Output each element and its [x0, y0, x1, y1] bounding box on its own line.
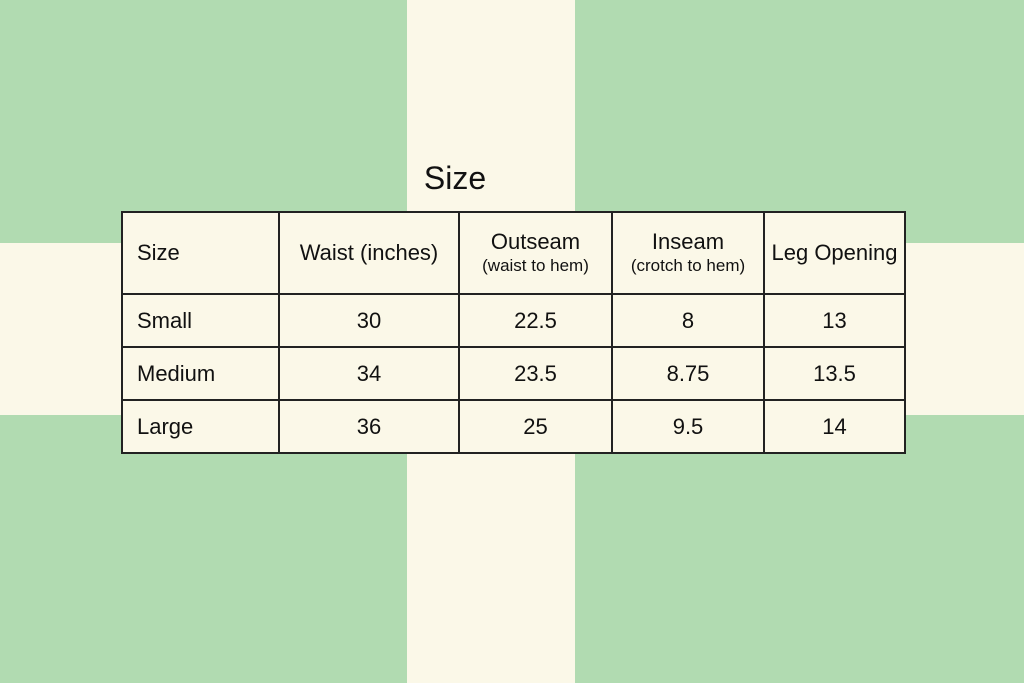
header-cell: Size [121, 211, 280, 295]
row-label: Large [121, 399, 280, 454]
table-cell: 13.5 [763, 346, 906, 401]
row-label: Small [121, 293, 280, 348]
header-cell: Leg Opening [763, 211, 906, 295]
header-label: Leg Opening [771, 239, 898, 265]
row-label: Medium [121, 346, 280, 401]
table-cell: 8 [611, 293, 765, 348]
header-note: (waist to hem) [482, 256, 589, 276]
table-row: Small 30 22.5 8 13 [121, 293, 906, 348]
table-cell: 30 [278, 293, 460, 348]
title: Size [423, 160, 487, 196]
header-row: Size Waist (inches) Outseam (waist to hem) I… [121, 211, 906, 295]
table-row: Large 36 25 9.5 14 [121, 399, 906, 454]
header-cell: Inseam (crotch to hem) [611, 211, 765, 295]
table-cell: 9.5 [611, 399, 765, 454]
header-label: Inseam [651, 229, 725, 255]
table-cell: 22.5 [458, 293, 613, 348]
table-cell: 34 [278, 346, 460, 401]
header-cell: Outseam (waist to hem) [458, 211, 613, 295]
table-cell: 23.5 [458, 346, 613, 401]
header-label: Outseam [490, 229, 581, 255]
header-label: Waist (inches) [299, 239, 439, 265]
table-row: Medium 34 23.5 8.75 13.5 [121, 346, 906, 401]
table-cell: 8.75 [611, 346, 765, 401]
header-cell: Waist (inches) [278, 211, 460, 295]
table-cell: 36 [278, 399, 460, 454]
table-cell: 14 [763, 399, 906, 454]
table-cell: 25 [458, 399, 613, 454]
header-note: (crotch to hem) [630, 256, 746, 276]
header-label: Size [137, 239, 180, 265]
size-table: Size Waist (inches) Outseam (waist to hem) I… [121, 211, 906, 454]
table-cell: 13 [763, 293, 906, 348]
